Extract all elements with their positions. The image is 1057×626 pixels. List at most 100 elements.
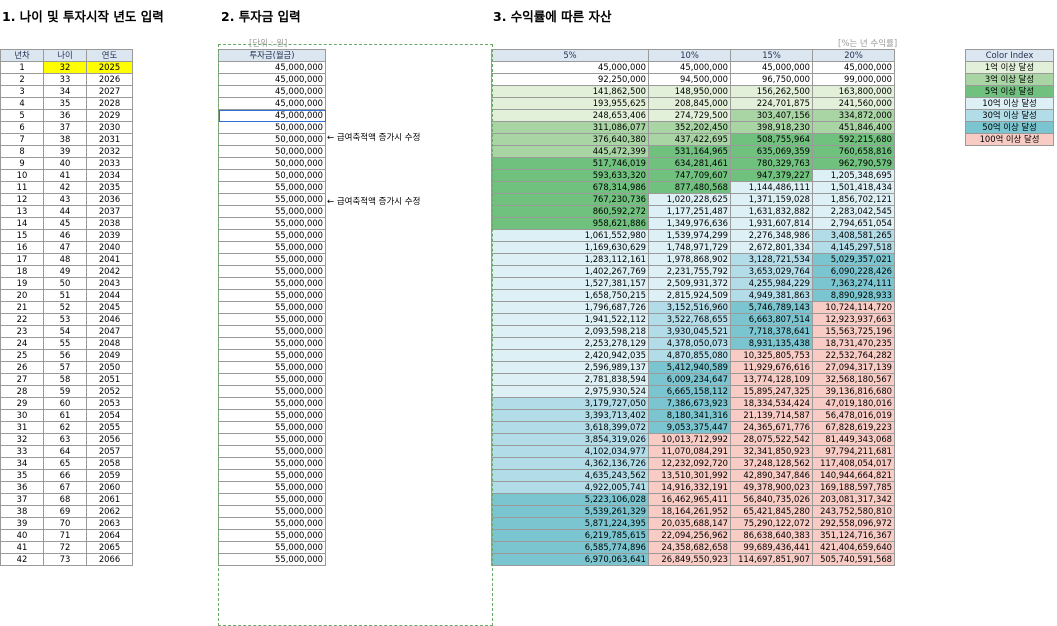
investment-cell[interactable]: 55,000,000 <box>218 325 326 338</box>
year-number-cell[interactable]: 37 <box>0 493 44 506</box>
year-cell[interactable]: 2062 <box>86 505 133 518</box>
asset-value-cell[interactable]: 3,128,721,534 <box>730 253 813 266</box>
age-cell[interactable]: 66 <box>43 469 87 482</box>
year-number-cell[interactable]: 11 <box>0 181 44 194</box>
year-cell[interactable]: 2042 <box>86 265 133 278</box>
year-number-cell[interactable]: 30 <box>0 409 44 422</box>
investment-cell[interactable]: 55,000,000 <box>218 457 326 470</box>
asset-value-cell[interactable]: 2,815,924,509 <box>648 289 731 302</box>
year-cell[interactable]: 2034 <box>86 169 133 182</box>
year-cell[interactable]: 2045 <box>86 301 133 314</box>
asset-value-cell[interactable]: 445,472,399 <box>491 145 649 158</box>
asset-value-cell[interactable]: 1,501,418,434 <box>812 181 895 194</box>
asset-value-cell[interactable]: 3,393,713,402 <box>491 409 649 422</box>
age-cell[interactable]: 68 <box>43 493 87 506</box>
asset-value-cell[interactable]: 4,922,005,741 <box>491 481 649 494</box>
asset-value-cell[interactable]: 114,697,851,907 <box>730 553 813 566</box>
asset-value-cell[interactable]: 99,689,436,441 <box>730 541 813 554</box>
investment-cell[interactable]: 55,000,000 <box>218 421 326 434</box>
asset-value-cell[interactable]: 678,314,986 <box>491 181 649 194</box>
asset-value-cell[interactable]: 7,386,673,923 <box>648 397 731 410</box>
asset-value-cell[interactable]: 18,334,534,424 <box>730 397 813 410</box>
age-cell[interactable]: 41 <box>43 169 87 182</box>
asset-value-cell[interactable]: 12,232,092,720 <box>648 457 731 470</box>
investment-cell[interactable]: 55,000,000 <box>218 553 326 566</box>
investment-cell[interactable]: 55,000,000 <box>218 541 326 554</box>
asset-value-cell[interactable]: 8,180,341,316 <box>648 409 731 422</box>
year-number-cell[interactable]: 39 <box>0 517 44 530</box>
asset-value-cell[interactable]: 99,000,000 <box>812 73 895 86</box>
asset-value-cell[interactable]: 947,379,227 <box>730 169 813 182</box>
age-cell[interactable]: 64 <box>43 445 87 458</box>
asset-value-cell[interactable]: 2,794,651,054 <box>812 217 895 230</box>
asset-value-cell[interactable]: 1,349,976,636 <box>648 217 731 230</box>
investment-cell[interactable]: 55,000,000 <box>218 445 326 458</box>
age-cell[interactable]: 53 <box>43 313 87 326</box>
asset-value-cell[interactable]: 2,283,042,545 <box>812 205 895 218</box>
asset-value-cell[interactable]: 13,774,128,109 <box>730 373 813 386</box>
asset-value-cell[interactable]: 877,480,568 <box>648 181 731 194</box>
asset-value-cell[interactable]: 224,701,875 <box>730 97 813 110</box>
age-cell[interactable]: 63 <box>43 433 87 446</box>
asset-value-cell[interactable]: 451,846,400 <box>812 121 895 134</box>
asset-value-cell[interactable]: 1,796,687,726 <box>491 301 649 314</box>
asset-value-cell[interactable]: 97,794,211,681 <box>812 445 895 458</box>
asset-value-cell[interactable]: 156,262,500 <box>730 85 813 98</box>
asset-value-cell[interactable]: 241,560,000 <box>812 97 895 110</box>
age-cell[interactable]: 71 <box>43 529 87 542</box>
investment-cell[interactable]: 55,000,000 <box>218 181 326 194</box>
asset-value-cell[interactable]: 6,090,228,426 <box>812 265 895 278</box>
asset-value-cell[interactable]: 15,895,247,325 <box>730 385 813 398</box>
asset-value-cell[interactable]: 208,845,000 <box>648 97 731 110</box>
asset-value-cell[interactable]: 2,093,598,218 <box>491 325 649 338</box>
investment-cell[interactable]: 55,000,000 <box>218 313 326 326</box>
year-number-cell[interactable]: 17 <box>0 253 44 266</box>
asset-value-cell[interactable]: 760,658,816 <box>812 145 895 158</box>
year-number-cell[interactable]: 19 <box>0 277 44 290</box>
age-cell[interactable]: 54 <box>43 325 87 338</box>
year-cell[interactable]: 2056 <box>86 433 133 446</box>
asset-value-cell[interactable]: 351,124,716,367 <box>812 529 895 542</box>
year-number-cell[interactable]: 18 <box>0 265 44 278</box>
year-number-cell[interactable]: 29 <box>0 397 44 410</box>
asset-value-cell[interactable]: 1,941,522,112 <box>491 313 649 326</box>
year-number-cell[interactable]: 2 <box>0 73 44 86</box>
age-cell[interactable]: 37 <box>43 121 87 134</box>
asset-value-cell[interactable]: 18,731,470,235 <box>812 337 895 350</box>
asset-value-cell[interactable]: 4,870,855,080 <box>648 349 731 362</box>
age-cell[interactable]: 55 <box>43 337 87 350</box>
asset-value-cell[interactable]: 42,890,347,846 <box>730 469 813 482</box>
asset-value-cell[interactable]: 1,144,486,111 <box>730 181 813 194</box>
investment-cell[interactable]: 55,000,000 <box>218 205 326 218</box>
age-cell[interactable]: 34 <box>43 85 87 98</box>
asset-value-cell[interactable]: 163,800,000 <box>812 85 895 98</box>
investment-cell[interactable]: 55,000,000 <box>218 349 326 362</box>
asset-value-cell[interactable]: 15,563,725,196 <box>812 325 895 338</box>
year-number-cell[interactable]: 3 <box>0 85 44 98</box>
asset-value-cell[interactable]: 117,408,054,017 <box>812 457 895 470</box>
asset-value-cell[interactable]: 311,086,077 <box>491 121 649 134</box>
investment-cell[interactable]: 55,000,000 <box>218 301 326 314</box>
asset-value-cell[interactable]: 352,202,450 <box>648 121 731 134</box>
asset-value-cell[interactable]: 203,081,317,342 <box>812 493 895 506</box>
asset-value-cell[interactable]: 421,404,659,640 <box>812 541 895 554</box>
asset-value-cell[interactable]: 37,248,128,562 <box>730 457 813 470</box>
investment-cell[interactable]: 55,000,000 <box>218 493 326 506</box>
investment-cell[interactable]: 45,000,000 <box>218 85 326 98</box>
asset-value-cell[interactable]: 169,188,597,785 <box>812 481 895 494</box>
year-cell[interactable]: 2027 <box>86 85 133 98</box>
investment-cell[interactable]: 55,000,000 <box>218 481 326 494</box>
year-number-cell[interactable]: 33 <box>0 445 44 458</box>
asset-value-cell[interactable]: 49,378,900,023 <box>730 481 813 494</box>
investment-cell[interactable]: 50,000,000 <box>218 157 326 170</box>
year-number-cell[interactable]: 5 <box>0 109 44 122</box>
year-number-cell[interactable]: 32 <box>0 433 44 446</box>
investment-cell[interactable]: 55,000,000 <box>218 193 326 206</box>
asset-value-cell[interactable]: 1,371,159,028 <box>730 193 813 206</box>
year-number-cell[interactable]: 8 <box>0 145 44 158</box>
asset-value-cell[interactable]: 8,890,928,933 <box>812 289 895 302</box>
investment-cell[interactable]: 50,000,000 <box>218 133 326 146</box>
age-cell[interactable]: 48 <box>43 253 87 266</box>
age-cell[interactable]: 43 <box>43 193 87 206</box>
investment-cell[interactable]: 55,000,000 <box>218 529 326 542</box>
